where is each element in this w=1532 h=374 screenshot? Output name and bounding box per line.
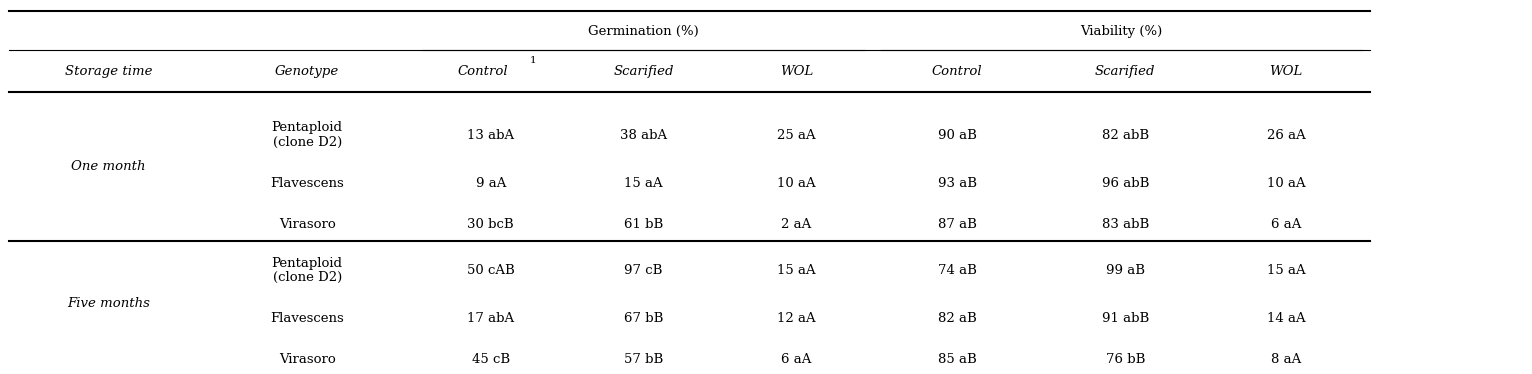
Text: 26 aA: 26 aA xyxy=(1267,129,1305,141)
Text: Viability (%): Viability (%) xyxy=(1080,25,1163,37)
Text: 50 cAB: 50 cAB xyxy=(467,264,515,277)
Text: Scarified: Scarified xyxy=(1095,65,1155,79)
Text: 15 aA: 15 aA xyxy=(625,177,663,190)
Text: 83 abB: 83 abB xyxy=(1102,218,1149,231)
Text: 8 aA: 8 aA xyxy=(1272,353,1301,366)
Text: WOL: WOL xyxy=(1270,65,1302,79)
Text: Genotype: Genotype xyxy=(276,65,340,79)
Text: 25 aA: 25 aA xyxy=(777,129,817,141)
Text: 15 aA: 15 aA xyxy=(777,264,817,277)
Text: (clone D2): (clone D2) xyxy=(273,136,342,149)
Text: 38 abA: 38 abA xyxy=(620,129,668,141)
Text: 76 bB: 76 bB xyxy=(1106,353,1144,366)
Text: 74 aB: 74 aB xyxy=(938,264,976,277)
Text: 30 bcB: 30 bcB xyxy=(467,218,515,231)
Text: 10 aA: 10 aA xyxy=(777,177,817,190)
Text: Flavescens: Flavescens xyxy=(270,312,345,325)
Text: 45 cB: 45 cB xyxy=(472,353,510,366)
Text: 13 abA: 13 abA xyxy=(467,129,515,141)
Text: 87 aB: 87 aB xyxy=(938,218,976,231)
Text: 12 aA: 12 aA xyxy=(777,312,817,325)
Text: 1: 1 xyxy=(530,56,536,65)
Text: 97 cB: 97 cB xyxy=(625,264,663,277)
Text: Scarified: Scarified xyxy=(613,65,674,79)
Text: Flavescens: Flavescens xyxy=(270,177,345,190)
Text: Control: Control xyxy=(931,65,982,79)
Text: 6 aA: 6 aA xyxy=(1270,218,1301,231)
Text: 82 aB: 82 aB xyxy=(938,312,976,325)
Text: (clone D2): (clone D2) xyxy=(273,272,342,285)
Text: 14 aA: 14 aA xyxy=(1267,312,1305,325)
Text: 61 bB: 61 bB xyxy=(624,218,663,231)
Text: Pentaploid: Pentaploid xyxy=(271,121,343,134)
Text: 90 aB: 90 aB xyxy=(938,129,976,141)
Text: 15 aA: 15 aA xyxy=(1267,264,1305,277)
Text: 82 abB: 82 abB xyxy=(1102,129,1149,141)
Text: 93 aB: 93 aB xyxy=(938,177,977,190)
Text: Control: Control xyxy=(458,65,509,79)
Text: WOL: WOL xyxy=(780,65,813,79)
Text: 96 abB: 96 abB xyxy=(1102,177,1149,190)
Text: 17 abA: 17 abA xyxy=(467,312,515,325)
Text: Virasoro: Virasoro xyxy=(279,353,336,366)
Text: 99 aB: 99 aB xyxy=(1106,264,1144,277)
Text: Storage time: Storage time xyxy=(64,65,152,79)
Text: Pentaploid: Pentaploid xyxy=(271,257,343,270)
Text: 67 bB: 67 bB xyxy=(624,312,663,325)
Text: 57 bB: 57 bB xyxy=(624,353,663,366)
Text: 85 aB: 85 aB xyxy=(938,353,976,366)
Text: 91 abB: 91 abB xyxy=(1102,312,1149,325)
Text: Virasoro: Virasoro xyxy=(279,218,336,231)
Text: 9 aA: 9 aA xyxy=(475,177,506,190)
Text: 10 aA: 10 aA xyxy=(1267,177,1305,190)
Text: Germination (%): Germination (%) xyxy=(588,25,699,37)
Text: Five months: Five months xyxy=(67,297,150,310)
Text: One month: One month xyxy=(70,160,146,173)
Text: 2 aA: 2 aA xyxy=(781,218,812,231)
Text: 6 aA: 6 aA xyxy=(781,353,812,366)
